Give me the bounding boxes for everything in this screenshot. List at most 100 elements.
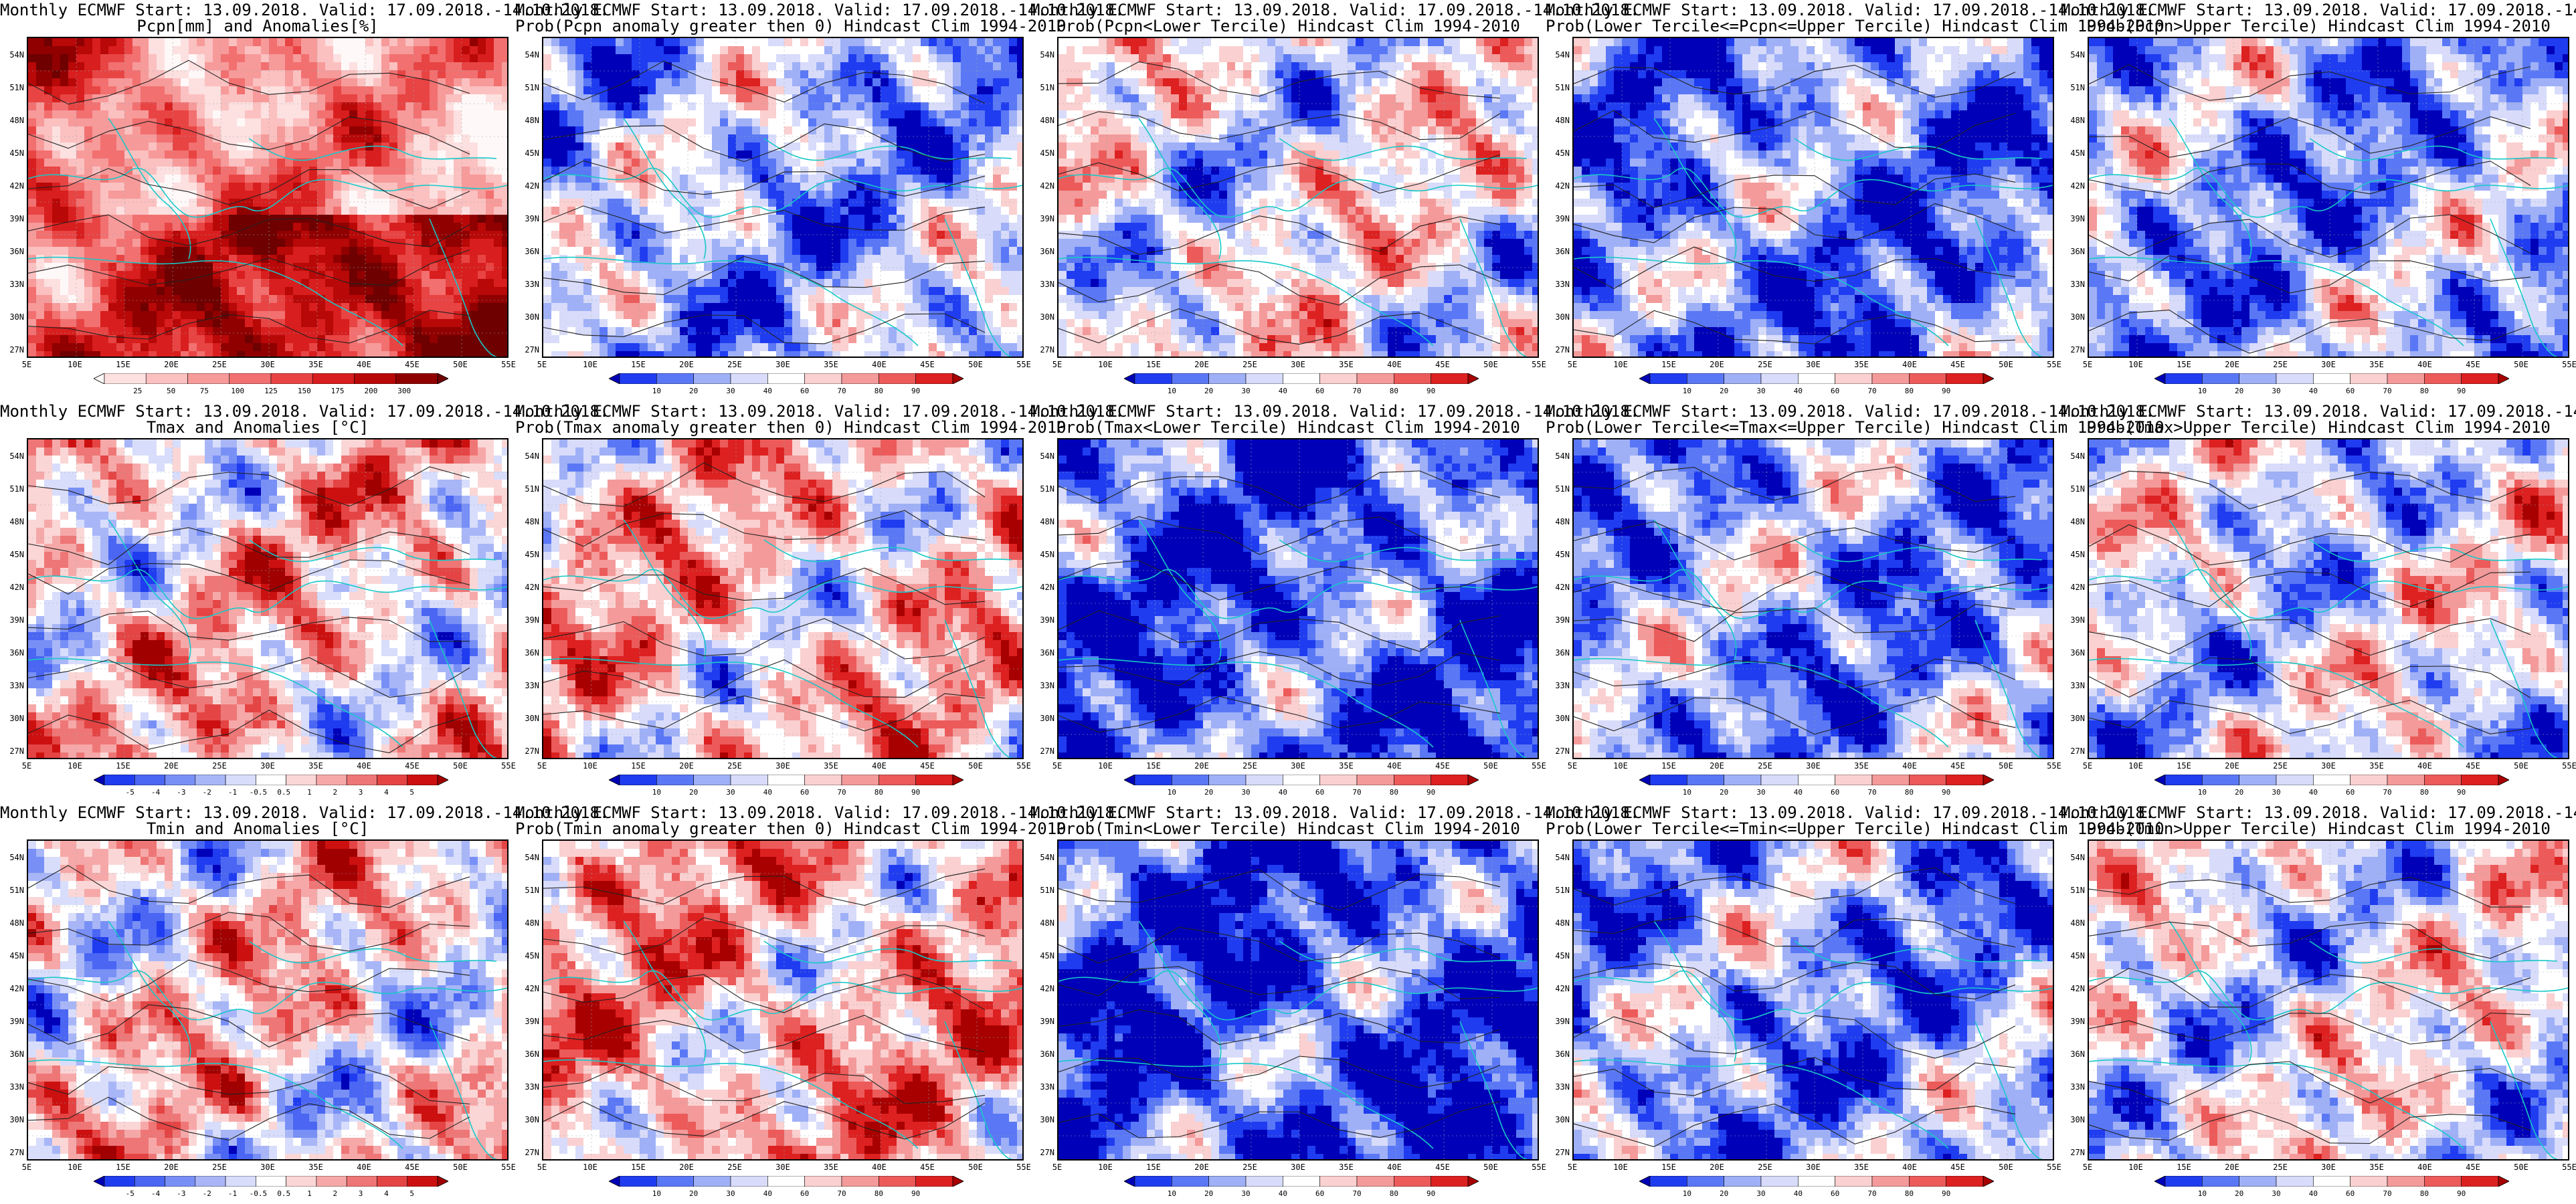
- latitude-label: 39N: [1, 214, 24, 223]
- colorbar-label: -4: [143, 1189, 169, 1198]
- latitude-label: 54N: [1032, 452, 1054, 461]
- colorbar-label: 40: [1269, 788, 1296, 797]
- longitude-label: 45E: [914, 761, 941, 771]
- latitude-label: 48N: [517, 116, 539, 125]
- longitude-label: 25E: [2267, 1163, 2294, 1172]
- longitude-label: 50E: [1993, 761, 2019, 771]
- colorbar-label: 30: [1232, 387, 1259, 395]
- latitude-label: 33N: [1032, 1082, 1054, 1092]
- latitude-label: 33N: [2062, 280, 2085, 289]
- latitude-label: 30N: [517, 714, 539, 723]
- colorbar-label: 60: [1307, 387, 1333, 395]
- longitude-label: 20E: [1704, 1163, 1730, 1172]
- longitude-label: 45E: [1429, 1163, 1456, 1172]
- latitude-label: 51N: [1, 484, 24, 494]
- longitude-label: 10E: [577, 1163, 604, 1172]
- colorbar-label: 90: [903, 387, 929, 395]
- longitude-label: 5E: [2074, 1163, 2101, 1172]
- latitude-label: 42N: [1547, 984, 1570, 993]
- colorbar-label: 30: [1232, 788, 1259, 797]
- colorbar-label: 10: [643, 1189, 670, 1198]
- longitude-label: 50E: [1477, 761, 1504, 771]
- latitude-label: 45N: [1547, 148, 1570, 158]
- colorbar-label: 90: [903, 788, 929, 797]
- colorbar-label: 90: [1933, 788, 1960, 797]
- panel-title-line2: Prob(Lower Tercile<=Tmin<=Upper Tercile)…: [1546, 820, 2165, 837]
- latitude-label: 27N: [2062, 1148, 2085, 1157]
- latitude-label: 45N: [1032, 148, 1054, 158]
- latitude-label: 54N: [2062, 50, 2085, 60]
- longitude-label: 25E: [1236, 1163, 1263, 1172]
- longitude-label: 15E: [2171, 761, 2197, 771]
- panel-title-line1: Monthly ECMWF Start: 13.09.2018. Valid: …: [2061, 804, 2576, 821]
- latitude-label: 42N: [1, 181, 24, 191]
- colorbar: [1639, 373, 1994, 384]
- latitude-label: 27N: [1032, 746, 1054, 756]
- colorbar-label: 10: [2189, 1189, 2215, 1198]
- latitude-label: 42N: [2062, 583, 2085, 592]
- latitude-label: 45N: [1547, 550, 1570, 559]
- longitude-label: 45E: [1944, 360, 1971, 369]
- colorbar-label: -2: [193, 1189, 220, 1198]
- colorbar-label: 3: [347, 788, 374, 797]
- panel-title-line1: Monthly ECMWF Start: 13.09.2018. Valid: …: [0, 403, 609, 420]
- colorbar-label: 0.5: [270, 1189, 297, 1198]
- colorbar-label: 40: [1784, 1189, 1811, 1198]
- latitude-label: 36N: [2062, 247, 2085, 256]
- colorbar-label: 80: [1380, 387, 1407, 395]
- latitude-label: 36N: [1, 247, 24, 256]
- colorbar-label: 60: [2337, 387, 2364, 395]
- longitude-label: 25E: [1752, 360, 1778, 369]
- colorbar-label: 80: [865, 1189, 892, 1198]
- colorbar-label: 125: [258, 387, 284, 395]
- colorbar-label: -4: [143, 788, 169, 797]
- longitude-label: 35E: [1848, 360, 1875, 369]
- longitude-label: 55E: [2556, 360, 2576, 369]
- map-panel: Monthly ECMWF Start: 13.09.2018. Valid: …: [1030, 803, 1639, 1204]
- forecast-map: [2088, 438, 2569, 759]
- latitude-label: 30N: [1, 714, 24, 723]
- panel-title-line1: Monthly ECMWF Start: 13.09.2018. Valid: …: [1546, 804, 2154, 821]
- latitude-label: 30N: [1032, 1115, 1054, 1124]
- longitude-label: 40E: [1381, 1163, 1408, 1172]
- longitude-label: 25E: [1236, 360, 1263, 369]
- forecast-map: [2088, 37, 2569, 358]
- longitude-label: 5E: [13, 360, 40, 369]
- latitude-label: 39N: [517, 214, 539, 223]
- longitude-label: 55E: [495, 761, 522, 771]
- colorbar-label: 60: [1307, 1189, 1333, 1198]
- longitude-label: 25E: [721, 761, 748, 771]
- longitude-label: 50E: [962, 360, 989, 369]
- longitude-label: 10E: [62, 360, 88, 369]
- longitude-label: 20E: [1188, 360, 1215, 369]
- latitude-label: 33N: [1, 681, 24, 690]
- longitude-label: 40E: [1381, 761, 1408, 771]
- longitude-label: 30E: [254, 1163, 281, 1172]
- colorbar: [609, 775, 963, 785]
- longitude-label: 35E: [818, 1163, 844, 1172]
- latitude-label: 39N: [2062, 615, 2085, 625]
- longitude-label: 50E: [2508, 761, 2535, 771]
- colorbar-label: 1: [296, 788, 323, 797]
- panel-title-line1: Monthly ECMWF Start: 13.09.2018. Valid: …: [515, 804, 1124, 821]
- latitude-label: 42N: [2062, 181, 2085, 191]
- longitude-label: 20E: [673, 360, 700, 369]
- colorbar-label: 90: [2448, 387, 2475, 395]
- latitude-label: 39N: [1547, 214, 1570, 223]
- colorbar-label: -5: [116, 788, 143, 797]
- longitude-label: 45E: [399, 360, 426, 369]
- latitude-label: 30N: [1032, 312, 1054, 322]
- longitude-label: 15E: [625, 360, 652, 369]
- latitude-label: 51N: [517, 886, 539, 895]
- colorbar-label: 60: [2337, 788, 2364, 797]
- longitude-label: 35E: [2363, 1163, 2390, 1172]
- colorbar-label: 75: [191, 387, 217, 395]
- colorbar: [1639, 775, 1994, 785]
- latitude-label: 39N: [1547, 615, 1570, 625]
- longitude-label: 25E: [1752, 761, 1778, 771]
- latitude-label: 30N: [2062, 1115, 2085, 1124]
- longitude-label: 45E: [2460, 761, 2486, 771]
- longitude-label: 20E: [2219, 761, 2245, 771]
- latitude-label: 36N: [2062, 1049, 2085, 1059]
- latitude-label: 30N: [517, 312, 539, 322]
